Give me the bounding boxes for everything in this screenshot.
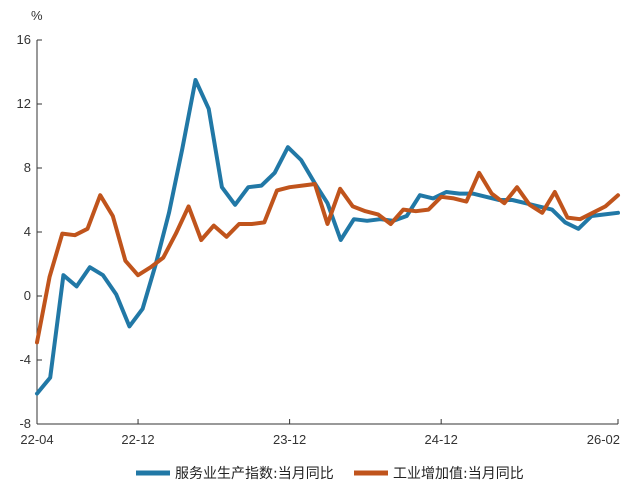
y-tick-label: -8 [19,416,31,431]
legend-label-1: 工业增加值:当月同比 [393,466,524,482]
x-tick-label: 22-12 [121,432,154,447]
x-tick-label: 23-12 [273,432,306,447]
y-tick-label: 0 [24,288,31,303]
legend-label-0: 服务业生产指数:当月同比 [175,466,334,482]
y-tick-label: 12 [17,96,31,111]
x-tick-label: 26-02 [587,432,620,447]
y-unit-label: % [31,8,43,23]
series-lines [35,78,620,396]
legend: 服务业生产指数:当月同比 工业增加值:当月同比 [136,466,524,482]
y-tick-label: -4 [19,352,31,367]
series-line-1 [35,170,620,345]
series-line-0 [35,78,620,396]
x-tick-label: 22-04 [20,432,53,447]
x-tick-label: 24-12 [425,432,458,447]
y-tick-label: 4 [24,224,31,239]
y-axis: 16 12 8 4 0 -4 -8 [17,32,42,431]
y-tick-label: 8 [24,160,31,175]
x-axis: 22-04 22-12 23-12 24-12 26-02 [20,419,620,447]
y-tick-label: 16 [17,32,31,47]
